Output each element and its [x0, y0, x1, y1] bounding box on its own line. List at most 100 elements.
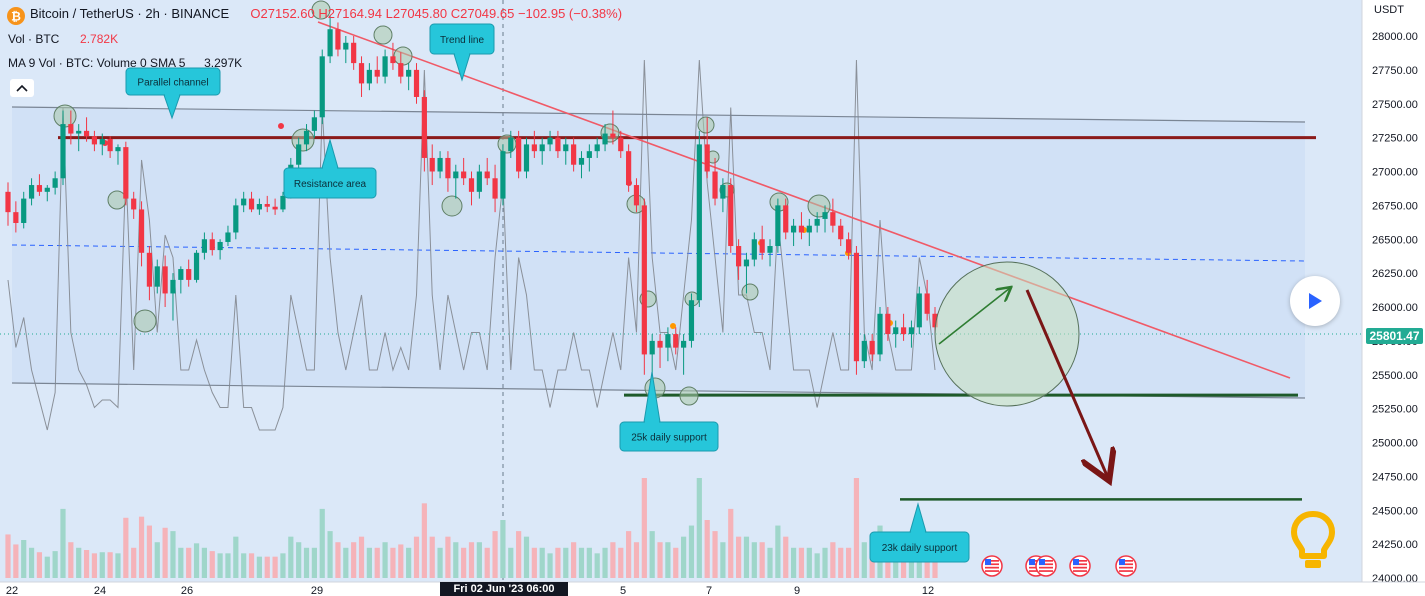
- volume-bar: [303, 547, 310, 578]
- highlight-circle: [441, 195, 463, 217]
- candle: [453, 164, 459, 199]
- bitcoin-logo-icon: ₿: [7, 7, 25, 25]
- candle-body: [83, 130, 90, 137]
- candle-body: [146, 252, 153, 287]
- replay-button[interactable]: [1290, 276, 1340, 326]
- candle: [445, 151, 451, 192]
- candle-body: [563, 144, 569, 152]
- candle: [759, 225, 765, 260]
- candle: [861, 334, 867, 368]
- candle-body: [838, 225, 844, 240]
- candle-body: [516, 137, 522, 172]
- flag-stripe: [985, 570, 999, 572]
- candle: [806, 218, 812, 247]
- candle: [343, 36, 349, 64]
- price-tick-label: 27500.00: [1372, 99, 1418, 111]
- candle: [186, 259, 192, 287]
- candle: [146, 246, 153, 301]
- candle: [138, 201, 145, 267]
- candle-body: [225, 232, 231, 242]
- parallel-channel-callout-joint: [165, 93, 179, 97]
- ma-label[interactable]: MA 9 Vol · BTC: Volume 0 SMA 5: [8, 56, 186, 70]
- volume-bar: [673, 547, 679, 578]
- volume-bar: [413, 536, 420, 578]
- candle-body: [186, 269, 192, 280]
- candle: [209, 232, 215, 256]
- candle: [99, 133, 105, 156]
- volume-bar: [60, 508, 66, 578]
- candle: [429, 144, 435, 186]
- volume-label[interactable]: Vol · BTC: [8, 32, 60, 46]
- open-value: O27152.60: [250, 6, 315, 21]
- volume-bar: [138, 516, 145, 578]
- support-23k-callout: 23k daily support: [869, 502, 970, 563]
- candle: [775, 198, 781, 253]
- candle-body: [21, 198, 27, 223]
- candle-body: [193, 252, 200, 280]
- candle: [696, 130, 702, 307]
- candle: [539, 137, 545, 165]
- support-23k-callout-joint: [911, 530, 925, 534]
- candle-body: [649, 340, 655, 355]
- candle: [728, 178, 734, 253]
- candle-body: [641, 205, 647, 355]
- candle-body: [704, 144, 710, 172]
- candle-body: [814, 218, 820, 226]
- flag-canton: [1029, 559, 1035, 565]
- volume-ma-layer: [7, 59, 936, 431]
- candle: [798, 212, 805, 240]
- candle-body: [696, 144, 702, 301]
- candle: [319, 49, 325, 125]
- parallel-channel-callout: Parallel channel: [125, 67, 221, 120]
- candle-body: [767, 246, 773, 253]
- support-25k-callout-joint: [645, 420, 659, 424]
- candle-body: [429, 157, 435, 172]
- volume-bar: [421, 503, 427, 578]
- candle: [170, 273, 176, 321]
- candle: [5, 182, 11, 226]
- volume-bar: [736, 536, 742, 578]
- volume-bar: [492, 531, 498, 578]
- symbol-name[interactable]: Bitcoin / TetherUS · 2h · BINANCE: [30, 6, 230, 21]
- candle-body: [217, 241, 223, 251]
- trend-line: [317, 21, 1291, 379]
- candle-body: [5, 191, 11, 213]
- candle-body: [893, 327, 899, 335]
- candle-body: [311, 117, 317, 131]
- lightbulb-icon[interactable]: [1290, 510, 1336, 572]
- candle: [374, 56, 380, 84]
- volume-ma-line: [7, 59, 936, 431]
- volume-bar: [798, 547, 805, 578]
- price-tick-label: 27750.00: [1372, 65, 1418, 77]
- volume-bar: [649, 531, 655, 578]
- volume-bar: [626, 531, 632, 578]
- candle-body: [822, 212, 828, 219]
- volume-bar: [783, 536, 789, 578]
- support-25k-callout-label: 25k daily support: [631, 433, 707, 444]
- price-tick-label: 24750.00: [1372, 471, 1418, 483]
- volume-bar: [586, 547, 592, 578]
- candle-body: [36, 185, 43, 192]
- candle-body: [138, 209, 145, 253]
- candle-body: [798, 225, 805, 233]
- volume-bar: [657, 542, 663, 578]
- candle: [500, 144, 506, 206]
- volume-bar: [845, 547, 852, 578]
- highlight-circle: [741, 283, 759, 301]
- time-tick-label: 22: [6, 585, 18, 596]
- flag-canton: [1039, 559, 1045, 565]
- volume-bar: [123, 517, 129, 578]
- volume-bar: [539, 547, 545, 578]
- volume-bar: [618, 547, 624, 578]
- flag-stripe: [1119, 560, 1133, 562]
- candle: [60, 110, 66, 186]
- candle: [225, 225, 231, 247]
- candle-body: [657, 340, 663, 348]
- collapse-legend-button[interactable]: [10, 79, 34, 97]
- candle-body: [853, 252, 860, 362]
- candle-body: [736, 246, 742, 267]
- volume-bar: [822, 547, 828, 578]
- volume-bar: [241, 553, 247, 578]
